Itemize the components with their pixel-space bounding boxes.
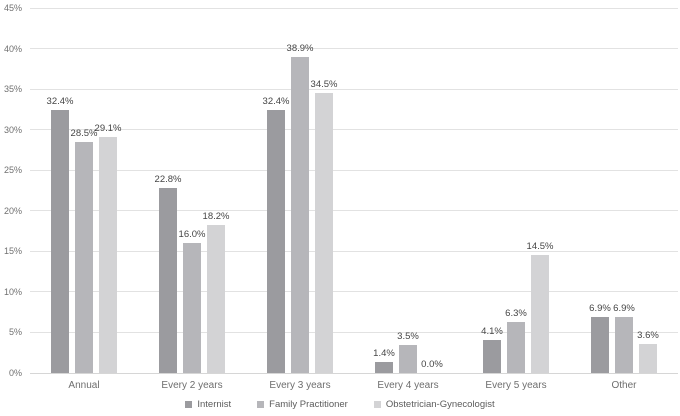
y-tick-label: 30% bbox=[3, 124, 22, 135]
legend-item-obstetrician-gynecologist: Obstetrician-Gynecologist bbox=[373, 399, 495, 410]
data-label: 3.6% bbox=[637, 330, 659, 341]
legend-label: Obstetrician-Gynecologist bbox=[385, 399, 495, 410]
gridline bbox=[30, 250, 678, 252]
legend-label: Family Practitioner bbox=[269, 399, 348, 410]
bar-obstetrician-gynecologist bbox=[207, 225, 225, 373]
data-label: 4.1% bbox=[481, 326, 503, 337]
data-label: 32.4% bbox=[46, 96, 74, 107]
bar-family-practitioner bbox=[399, 345, 417, 373]
y-tick-label: 5% bbox=[8, 327, 22, 338]
legend: Internist Family Practitioner Obstetrician… bbox=[0, 399, 680, 410]
data-label: 0.0% bbox=[421, 359, 443, 370]
x-tick-label: Every 2 years bbox=[161, 380, 223, 391]
gridline bbox=[30, 129, 678, 131]
data-label: 28.5% bbox=[70, 128, 98, 139]
bar-internist bbox=[51, 110, 69, 373]
bar-internist bbox=[375, 362, 393, 373]
bar-obstetrician-gynecologist bbox=[315, 93, 333, 373]
x-tick-label: Other bbox=[611, 380, 637, 391]
bar-obstetrician-gynecologist bbox=[639, 344, 657, 373]
y-tick-label: 20% bbox=[3, 205, 22, 216]
bar-family-practitioner bbox=[507, 322, 525, 373]
x-tick-label: Every 3 years bbox=[269, 380, 331, 391]
data-label: 6.3% bbox=[505, 308, 527, 319]
x-tick-label: Every 5 years bbox=[485, 380, 547, 391]
y-tick-label: 35% bbox=[3, 84, 22, 95]
bar-internist bbox=[159, 188, 177, 373]
data-label: 6.9% bbox=[589, 303, 611, 314]
gridline bbox=[30, 291, 678, 293]
data-label: 3.5% bbox=[397, 331, 419, 342]
plot-area: 32.4% 28.5% 29.1% 22.8% 16.0% 18.2% 32.4% 38.9%… bbox=[30, 7, 678, 374]
x-tick-label: Annual bbox=[68, 380, 100, 391]
legend-item-family-practitioner: Family Practitioner bbox=[257, 399, 348, 410]
data-label: 22.8% bbox=[154, 174, 182, 185]
gridline bbox=[30, 210, 678, 212]
bar-family-practitioner bbox=[183, 243, 201, 373]
gridline bbox=[30, 7, 678, 9]
data-label: 6.9% bbox=[613, 303, 635, 314]
bar-internist bbox=[267, 110, 285, 373]
data-label: 32.4% bbox=[262, 96, 290, 107]
gridline bbox=[30, 48, 678, 50]
bar-internist bbox=[591, 317, 609, 373]
data-label: 34.5% bbox=[310, 79, 338, 90]
x-tick-label: Every 4 years bbox=[377, 380, 439, 391]
y-tick-label: 10% bbox=[3, 286, 22, 297]
gridline bbox=[30, 331, 678, 333]
bar-internist bbox=[483, 340, 501, 373]
legend-swatch-icon bbox=[373, 401, 381, 408]
y-tick-label: 0% bbox=[8, 368, 22, 378]
data-label: 14.5% bbox=[526, 241, 554, 252]
legend-swatch-icon bbox=[185, 401, 193, 408]
y-tick-label: 15% bbox=[3, 246, 22, 257]
legend-swatch-icon bbox=[257, 401, 265, 408]
gridline bbox=[30, 372, 678, 374]
bar-family-practitioner bbox=[75, 142, 93, 373]
data-label: 38.9% bbox=[286, 43, 314, 54]
legend-label: Internist bbox=[197, 399, 232, 410]
data-label: 1.4% bbox=[373, 348, 395, 359]
data-label: 16.0% bbox=[178, 229, 206, 240]
y-tick-label: 40% bbox=[3, 43, 22, 54]
y-tick-label: 25% bbox=[3, 165, 22, 176]
bar-family-practitioner bbox=[615, 317, 633, 373]
gridline bbox=[30, 88, 678, 90]
bar-obstetrician-gynecologist bbox=[99, 137, 117, 373]
y-tick-label: 45% bbox=[3, 3, 22, 13]
gridline bbox=[30, 169, 678, 171]
data-label: 18.2% bbox=[202, 211, 230, 222]
data-label: 29.1% bbox=[94, 123, 122, 134]
bar-obstetrician-gynecologist bbox=[531, 255, 549, 373]
bar-family-practitioner bbox=[291, 57, 309, 373]
legend-item-internist: Internist bbox=[185, 399, 231, 410]
